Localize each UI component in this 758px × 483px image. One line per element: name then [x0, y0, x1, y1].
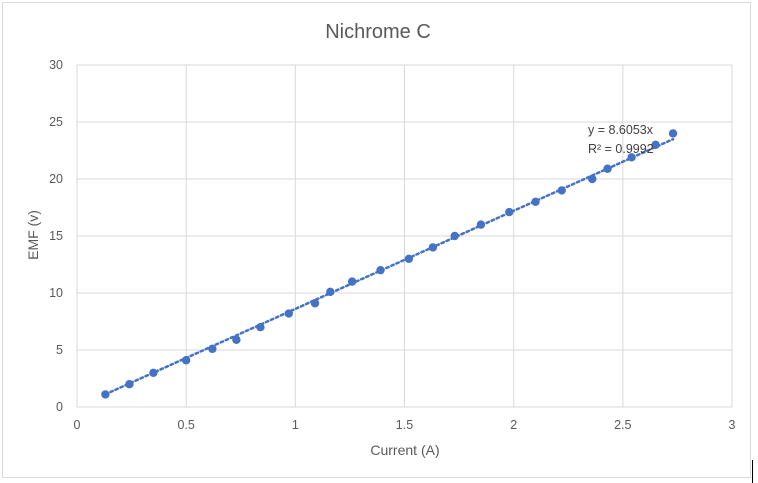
chart-area	[2, 2, 751, 478]
data-point	[668, 129, 678, 138]
window-edge-mark	[752, 460, 753, 483]
trendline-r-squared: R² = 0.9992	[588, 142, 654, 156]
y-tick-label: 20	[49, 172, 63, 186]
x-tick-label: 2	[510, 418, 517, 432]
y-tick-label: 10	[49, 286, 63, 300]
y-tick-label: 30	[49, 58, 63, 72]
chart-title: Nichrome C	[325, 21, 431, 43]
data-point	[450, 231, 459, 241]
y-tick-label: 5	[56, 343, 63, 357]
x-tick-label: 2.5	[614, 418, 631, 432]
x-tick-label: 3	[729, 418, 736, 432]
x-tick-label: 0.5	[177, 418, 194, 432]
data-point	[627, 153, 636, 162]
data-point	[505, 207, 514, 217]
data-point	[256, 323, 265, 332]
x-axis-label: Current (A)	[370, 442, 439, 458]
data-point	[404, 254, 414, 263]
grid-lines	[76, 64, 733, 408]
data-point	[376, 266, 385, 275]
data-point	[531, 197, 540, 206]
data-point	[588, 174, 597, 184]
x-tick-label: 0	[74, 418, 81, 432]
y-axis-label: EMF (v)	[25, 210, 41, 260]
data-point	[125, 380, 134, 389]
data-point	[208, 344, 217, 354]
y-tick-label: 25	[49, 115, 63, 129]
data-points	[101, 129, 678, 399]
trendline-equation: y = 8.6053x	[588, 123, 654, 137]
data-point	[428, 243, 438, 252]
data-point	[310, 299, 320, 308]
data-point	[476, 220, 486, 229]
data-point	[557, 186, 566, 195]
data-point	[101, 390, 110, 399]
data-point	[149, 368, 158, 377]
x-tick-label: 1.5	[396, 418, 413, 432]
data-point	[284, 309, 293, 318]
data-point	[603, 164, 612, 173]
data-point	[651, 140, 660, 149]
trendline	[104, 137, 675, 396]
y-tick-label: 15	[49, 229, 63, 243]
x-tick-label: 1	[292, 418, 299, 432]
data-point	[232, 335, 241, 344]
y-tick-label: 0	[56, 400, 63, 414]
data-point	[181, 356, 191, 365]
data-point	[326, 287, 335, 297]
data-point	[347, 277, 357, 286]
